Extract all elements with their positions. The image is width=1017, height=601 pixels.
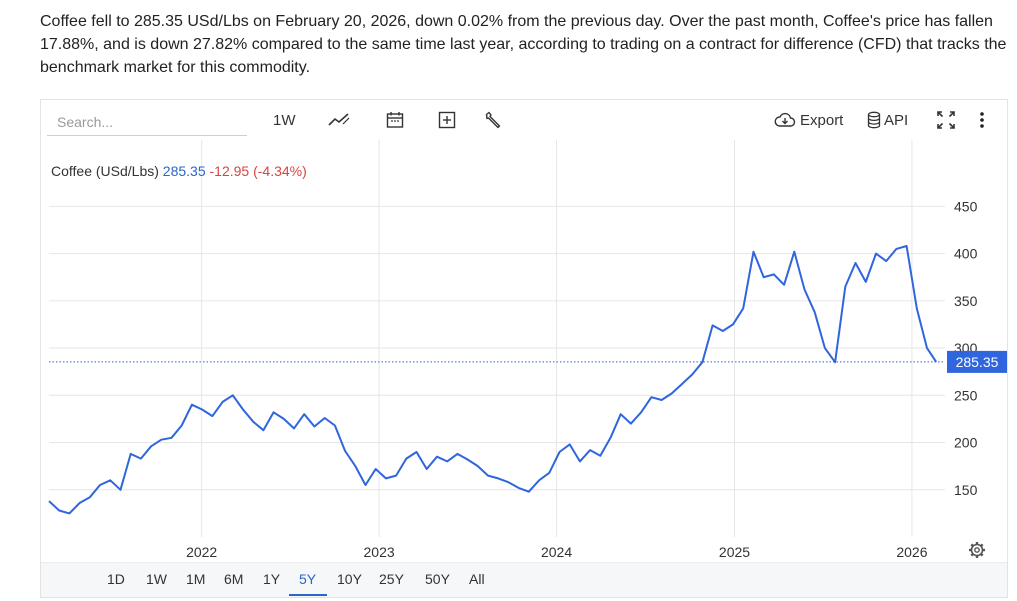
- calendar-icon: [386, 111, 404, 129]
- interval-selector[interactable]: 1W: [273, 111, 296, 129]
- legend-change: -12.95 (-4.34%): [209, 163, 307, 179]
- y-tick-label-250: 250: [954, 387, 978, 403]
- range-button-6m[interactable]: 6M: [224, 571, 244, 587]
- x-tick-label-2023: 2023: [364, 544, 395, 560]
- settings-gear-icon[interactable]: [969, 542, 985, 558]
- range-button-1w[interactable]: 1W: [146, 571, 167, 587]
- y-tick-label-350: 350: [954, 293, 978, 309]
- range-button-5y[interactable]: 5Y: [299, 571, 317, 587]
- price-tag-label: 285.35: [956, 354, 999, 370]
- x-tick-label-2025: 2025: [719, 544, 750, 560]
- api-button[interactable]: API: [867, 108, 908, 132]
- y-tick-label-450: 450: [954, 198, 978, 214]
- plus-square-icon: [438, 111, 456, 129]
- summary-paragraph: Coffee fell to 285.35 USd/Lbs on Februar…: [40, 13, 1007, 76]
- api-label: API: [884, 111, 909, 129]
- range-selector: 1D 1W 1M 6M 1Y 5Y 10Y 25Y 50Y All: [41, 562, 1007, 597]
- line-chart-icon: [328, 112, 350, 128]
- price-series-line: [48, 245, 938, 515]
- wrench-icon: [484, 111, 502, 129]
- x-tick-label-2024: 2024: [541, 544, 572, 560]
- chart-toolbar: 1W Export: [41, 100, 1007, 140]
- x-tick-label-2022: 2022: [186, 544, 217, 560]
- chart-legend: Coffee (USd/Lbs) 285.35 -12.95 (-4.34%): [51, 163, 307, 179]
- y-tick-label-150: 150: [954, 482, 978, 498]
- range-button-1m[interactable]: 1M: [186, 571, 206, 587]
- indicators-button[interactable]: [481, 108, 505, 132]
- more-vert-icon: [979, 111, 985, 129]
- range-button-1d[interactable]: 1D: [107, 571, 125, 587]
- range-button-1y[interactable]: 1Y: [263, 571, 281, 587]
- export-button[interactable]: Export: [774, 108, 843, 132]
- active-range-underline: [289, 594, 327, 596]
- y-tick-label-400: 400: [954, 246, 978, 262]
- fullscreen-icon: [936, 110, 956, 130]
- x-tick-label-2026: 2026: [896, 544, 927, 560]
- range-button-10y[interactable]: 10Y: [337, 571, 362, 587]
- database-icon: [867, 111, 881, 129]
- chart-type-button[interactable]: [327, 108, 351, 132]
- price-tag-bg: [947, 350, 1007, 373]
- range-button-all[interactable]: All: [469, 571, 485, 587]
- range-button-25y[interactable]: 25Y: [379, 571, 404, 587]
- legend-series-name: Coffee (USd/Lbs): [51, 163, 159, 179]
- y-tick-label-200: 200: [954, 435, 978, 451]
- fullscreen-button[interactable]: [934, 108, 958, 132]
- export-label: Export: [800, 111, 844, 129]
- search-input[interactable]: [47, 108, 247, 136]
- compare-button[interactable]: [435, 108, 459, 132]
- range-button-50y[interactable]: 50Y: [425, 571, 450, 587]
- legend-value: 285.35: [162, 163, 206, 179]
- more-options-button[interactable]: [973, 108, 991, 132]
- chart-widget: 150 200 250 300 350 400 450 2022 2023 2024 2025 202…: [40, 99, 1008, 598]
- date-range-button[interactable]: [383, 108, 407, 132]
- cloud-download-icon: [774, 112, 796, 128]
